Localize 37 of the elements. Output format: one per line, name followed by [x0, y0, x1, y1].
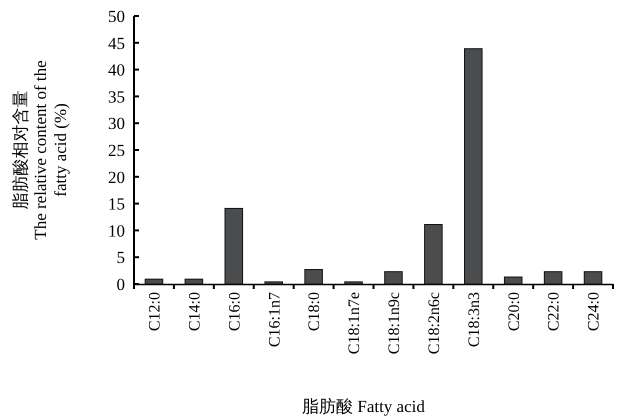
- y-tick-label: 45: [108, 34, 125, 53]
- x-tick-label: C18:0: [306, 292, 324, 332]
- x-tick-label: C18:1n7e: [346, 292, 364, 354]
- bar: [224, 208, 244, 284]
- x-tick-label: C22:0: [546, 292, 563, 332]
- x-tick-label: C12:0: [146, 292, 164, 332]
- y-tick-label: 15: [108, 194, 125, 214]
- y-tick-label: 40: [108, 60, 125, 80]
- y-tick-label: 10: [108, 221, 125, 240]
- bar: [584, 271, 602, 284]
- x-tick-label: C16:0: [226, 292, 244, 332]
- bar: [464, 48, 483, 284]
- x-tick-label: C24:0: [586, 292, 603, 332]
- y-axis-title: 脂肪酸相对含量 The relative content of the fatty acid (%): [11, 60, 70, 240]
- y-tick-label: 50: [108, 6, 125, 26]
- y-tick-label: 20: [108, 168, 125, 187]
- bar: [504, 276, 522, 284]
- bar: [304, 269, 323, 284]
- x-tick-label: C18:1n9c: [386, 292, 404, 354]
- bar: [184, 278, 204, 284]
- y-tick-label: 30: [108, 114, 125, 134]
- bar: [264, 281, 283, 284]
- y-tick-label: 35: [108, 87, 125, 106]
- x-tick-label: C18:3n3: [466, 292, 483, 348]
- y-tick-label: 5: [116, 248, 125, 268]
- x-tick-label: C14:0: [186, 292, 204, 332]
- bar: [384, 271, 403, 284]
- x-tick-label: C20:0: [506, 292, 523, 332]
- bar: [144, 278, 164, 284]
- x-axis-title: 脂肪酸 Fatty acid: [302, 397, 426, 416]
- y-tick-label: 0: [116, 274, 125, 294]
- x-tick-label: C18:2n6c: [426, 292, 443, 354]
- y-tick-label: 25: [108, 140, 125, 160]
- bar: [344, 281, 363, 284]
- bar: [424, 224, 443, 284]
- bar: [544, 271, 562, 284]
- x-tick-label: C16:1n7: [266, 292, 284, 348]
